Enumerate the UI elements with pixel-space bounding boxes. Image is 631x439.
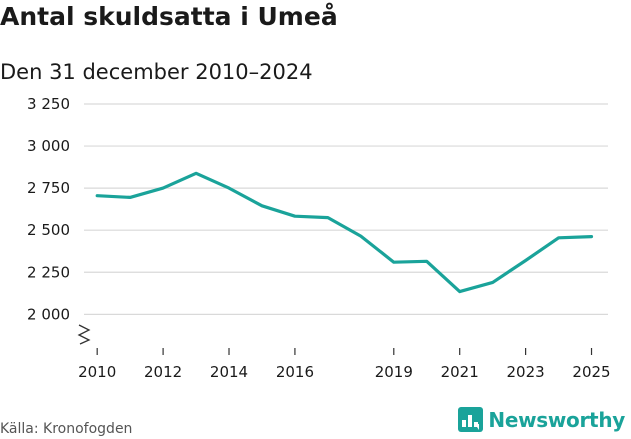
y-axis-break-icon: [77, 324, 91, 345]
y-tick-label-3: 2 750: [27, 179, 70, 197]
x-tick-label-2: 2014: [210, 363, 248, 381]
y-tick-label-0: 2 000: [27, 305, 70, 323]
x-tick-label-3: 2016: [276, 363, 314, 381]
y-tick-label-4: 3 000: [27, 137, 70, 155]
x-tick-label-5: 2021: [441, 363, 479, 381]
series-line-0: [95, 171, 594, 294]
brand-name: Newsworthy: [488, 407, 625, 432]
chart-subtitle: Den 31 december 2010–2024: [0, 60, 313, 84]
source-note: Källa: Kronofogden: [0, 421, 133, 437]
x-tick-label-0: 2010: [78, 363, 116, 381]
x-tick-label-1: 2012: [144, 363, 182, 381]
y-tick-label-2: 2 500: [27, 221, 70, 239]
x-tick-label-7: 2025: [572, 363, 610, 381]
newsworthy-brand: Newsworthy: [458, 407, 625, 432]
chart-title: Antal skuldsatta i Umeå: [0, 2, 338, 31]
y-tick-label-5: 3 250: [27, 95, 70, 113]
x-tick-label-6: 2023: [507, 363, 545, 381]
newsworthy-logo-icon: [458, 407, 484, 432]
line-chart: 2 000 2 250 2 500 2 750 3 000 3 250 2010 2012 20…: [27, 95, 611, 381]
x-tick-label-4: 2019: [375, 363, 413, 381]
y-tick-label-1: 2 250: [27, 263, 70, 281]
